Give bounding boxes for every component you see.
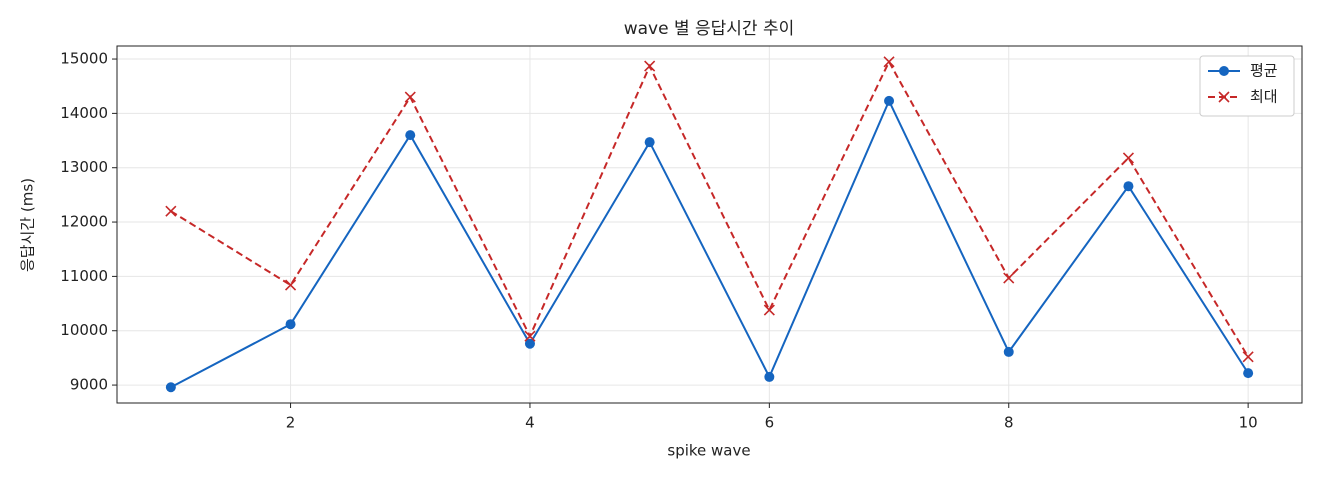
legend-box <box>1199 55 1295 117</box>
legend-marker <box>1219 66 1229 76</box>
chart-title: wave 별 응답시간 추이 <box>624 19 795 39</box>
marker <box>524 338 535 349</box>
y-tick-label: 15000 <box>60 50 108 68</box>
marker <box>284 279 297 291</box>
marker <box>764 371 775 382</box>
x-tick-label: 6 <box>765 414 775 432</box>
marker <box>165 205 177 217</box>
marker <box>883 56 895 68</box>
series-line <box>170 59 1249 358</box>
series-line <box>170 98 1249 389</box>
marker <box>884 95 895 106</box>
y-tick-label: 9000 <box>70 376 108 394</box>
marker <box>763 304 775 316</box>
y-tick-label: 13000 <box>60 158 108 176</box>
y-tick-label: 10000 <box>60 321 108 339</box>
marker <box>405 130 416 141</box>
marker <box>1123 181 1134 192</box>
marker <box>1003 272 1015 284</box>
marker <box>644 137 655 148</box>
y-tick-label: 14000 <box>60 104 108 122</box>
marker <box>404 91 416 103</box>
marker <box>524 330 536 342</box>
x-tick-label: 2 <box>286 414 296 432</box>
y-tick-label: 11000 <box>60 267 108 285</box>
x-tick-label: 4 <box>525 414 535 432</box>
legend-label: 최대 <box>1250 88 1278 106</box>
legend-marker <box>1218 91 1230 103</box>
x-tick-label: 8 <box>1004 414 1014 432</box>
y-tick-label: 12000 <box>60 213 108 231</box>
marker <box>1242 351 1254 363</box>
marker <box>285 319 296 330</box>
plot-frame <box>116 45 1303 404</box>
marker <box>644 60 656 72</box>
marker <box>165 382 176 393</box>
legend-label: 평균 <box>1250 62 1278 80</box>
x-axis-label: spike wave <box>667 442 750 460</box>
marker <box>1243 368 1254 379</box>
x-tick-label: 10 <box>1239 414 1258 432</box>
y-axis-label: 응답시간 (ms) <box>19 178 37 272</box>
marker <box>1003 346 1014 357</box>
marker <box>1122 152 1135 164</box>
